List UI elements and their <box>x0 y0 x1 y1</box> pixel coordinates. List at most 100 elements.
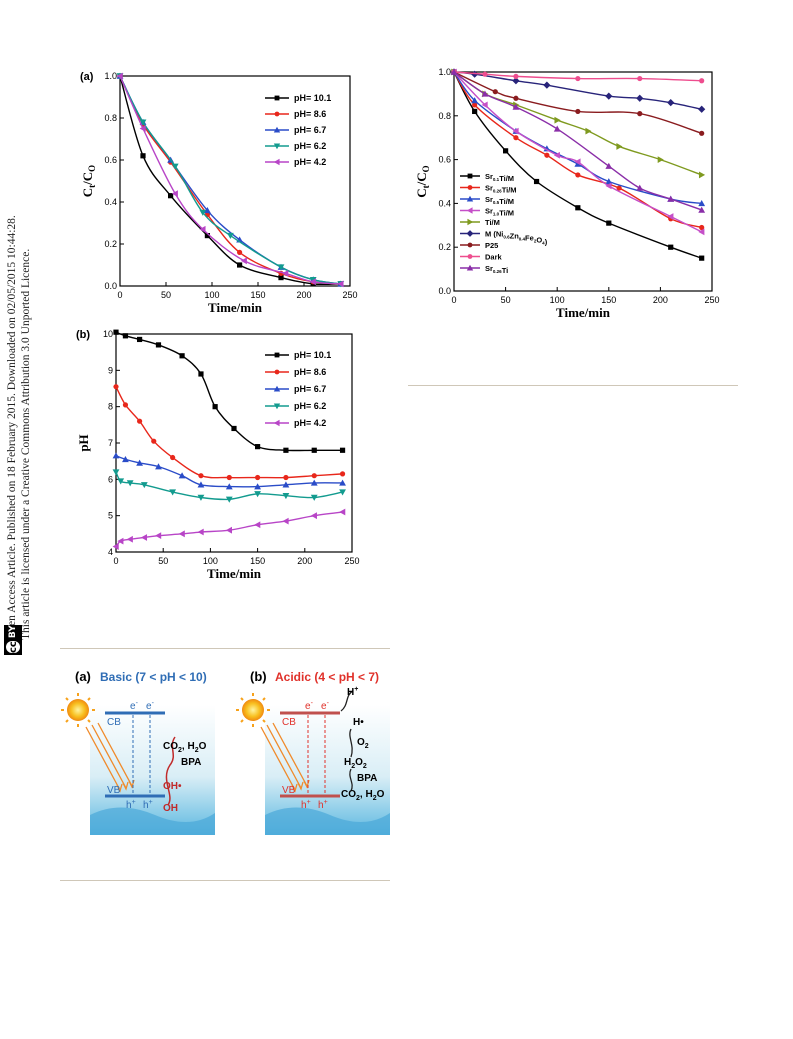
legend-label: pH= 6.2 <box>294 141 326 151</box>
y-tick-label: 0.6 <box>104 155 117 165</box>
legend-label: Sr0.1Ti/M <box>485 172 514 183</box>
legend-label: pH= 10.1 <box>294 350 331 360</box>
legend-entry: pH= 4.2 <box>265 157 326 167</box>
data-point <box>122 333 129 339</box>
data-point <box>310 512 317 520</box>
license-sidebar: Open Access Article. Published on 18 Feb… <box>0 0 40 680</box>
data-point <box>513 95 519 101</box>
y-axis-label: Ct/CO <box>414 165 431 197</box>
data-point <box>155 342 162 348</box>
y-tick-label: 0.4 <box>438 198 451 208</box>
data-point <box>616 143 623 150</box>
data-point <box>237 262 243 268</box>
data-point <box>554 116 561 124</box>
legend-marker <box>273 403 281 410</box>
legend-marker <box>273 419 280 427</box>
data-point <box>140 153 146 159</box>
data-point <box>169 489 177 496</box>
data-point <box>512 103 520 110</box>
legend-marker <box>273 385 281 392</box>
data-point <box>606 220 612 226</box>
series-8 <box>450 68 706 213</box>
y-tick-label: 0.2 <box>438 242 451 252</box>
legend-entry: Dark <box>460 253 503 262</box>
data-point <box>699 78 705 84</box>
x-tick-label: 100 <box>550 295 565 305</box>
y-tick-label: 1.0 <box>438 67 451 77</box>
series-line <box>453 71 702 134</box>
scheme-b-title: Acidic (4 < pH < 7) <box>275 670 379 684</box>
x-tick-label: 250 <box>344 556 359 566</box>
y-axis-label: pH <box>76 434 91 451</box>
data-point <box>699 255 705 261</box>
legend-entry: pH= 6.7 <box>265 125 326 135</box>
light-arrows-icon <box>260 722 310 793</box>
scheme-b-label: (b) <box>250 669 267 684</box>
svg-text:h+: h+ <box>318 799 328 811</box>
svg-text:CO2, H2O: CO2, H2O <box>341 789 385 802</box>
data-point <box>575 205 581 211</box>
series-line <box>453 71 702 176</box>
data-point <box>533 178 540 185</box>
scheme-panel-a: (a) Basic (7 < pH < 10) CB VB e- e- h+ h… <box>61 669 215 835</box>
x-axis-label: Time/min <box>207 566 262 581</box>
legend-entry: pH= 10.1 <box>265 350 331 360</box>
data-point <box>254 521 261 529</box>
x-tick-label: 200 <box>297 556 312 566</box>
data-point <box>254 491 261 498</box>
data-point <box>204 233 210 239</box>
data-point <box>636 94 644 102</box>
license-line-2: This article is licensed under a Creativ… <box>20 248 32 640</box>
svg-text:H2O2: H2O2 <box>344 757 367 770</box>
x-tick-label: 250 <box>342 290 357 300</box>
data-point <box>544 152 550 158</box>
data-point <box>151 438 157 444</box>
data-point <box>113 384 119 390</box>
data-point <box>112 469 120 476</box>
legend-marker <box>274 352 280 358</box>
series-line <box>453 71 702 82</box>
legend-marker <box>273 158 280 166</box>
data-point <box>198 371 204 377</box>
data-point <box>197 528 204 536</box>
legend-entry: Sr0.1Ti/M <box>460 172 514 183</box>
data-point <box>575 75 581 82</box>
data-point <box>240 257 247 265</box>
svg-text:h+: h+ <box>301 799 311 811</box>
bpa-label-a: BPA <box>181 757 201 768</box>
data-point <box>543 145 551 152</box>
data-point <box>513 73 519 79</box>
data-point <box>282 517 289 525</box>
data-point <box>605 162 613 169</box>
y-tick-label: 1.0 <box>104 71 117 81</box>
h-radical-label: H• <box>353 717 364 728</box>
data-point <box>225 496 233 503</box>
x-tick-label: 50 <box>501 295 511 305</box>
data-point <box>117 478 125 485</box>
data-point <box>112 543 119 550</box>
data-point <box>199 209 207 216</box>
legend-entry: pH= 4.2 <box>265 418 326 428</box>
data-point <box>254 483 261 490</box>
data-point <box>311 447 317 453</box>
data-point <box>212 404 218 410</box>
cc-by-badge[interactable]: cc BY <box>4 625 22 655</box>
data-point <box>282 481 290 488</box>
data-point <box>339 447 346 453</box>
divider-left-bottom <box>60 880 390 881</box>
cc-icon: cc <box>6 641 20 653</box>
data-point <box>231 425 237 432</box>
light-arrows-icon <box>85 722 135 793</box>
data-point <box>585 127 592 135</box>
legend-entry: Sr0.26Ti/M <box>460 184 517 195</box>
data-point <box>225 483 233 490</box>
legend-marker <box>273 143 281 150</box>
data-point <box>171 163 179 170</box>
data-point <box>310 494 318 501</box>
sun-rays-icon <box>236 693 270 727</box>
series-0 <box>113 329 346 453</box>
data-point <box>282 492 290 500</box>
series-1 <box>113 384 346 481</box>
data-point <box>155 463 162 470</box>
y-tick-label: 8 <box>108 402 113 412</box>
